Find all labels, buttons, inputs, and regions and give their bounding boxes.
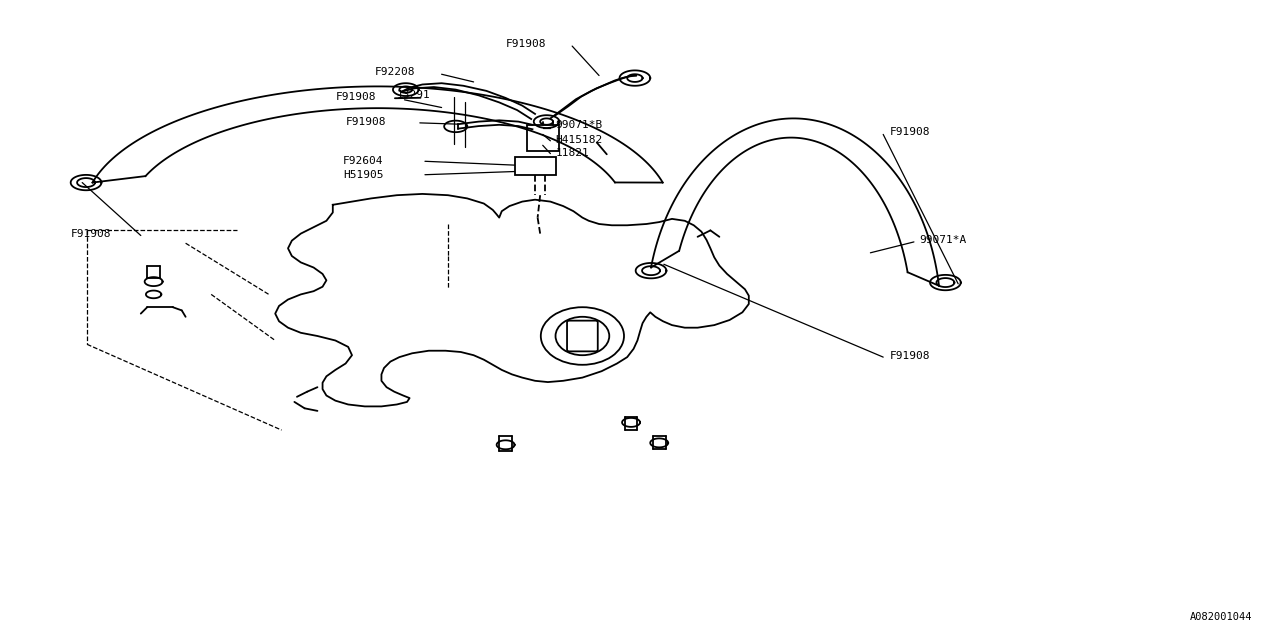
Text: 99071*A: 99071*A	[919, 235, 966, 245]
Text: F91908: F91908	[890, 351, 931, 361]
Text: F91908: F91908	[346, 116, 387, 127]
Text: 11821: 11821	[556, 148, 589, 158]
Text: F91908: F91908	[335, 92, 376, 102]
Text: H415182: H415182	[556, 134, 603, 145]
Text: F92604: F92604	[343, 156, 384, 166]
Text: F91908: F91908	[890, 127, 931, 138]
Text: 99071*B: 99071*B	[556, 120, 603, 131]
Bar	[527, 125, 559, 151]
Text: F91908: F91908	[506, 38, 547, 49]
Text: H51905: H51905	[343, 170, 384, 180]
Text: 13291: 13291	[397, 90, 430, 100]
Text: F91908: F91908	[70, 229, 111, 239]
Bar	[515, 157, 556, 175]
Text: A082001044: A082001044	[1189, 612, 1252, 622]
Text: F92208: F92208	[375, 67, 416, 77]
